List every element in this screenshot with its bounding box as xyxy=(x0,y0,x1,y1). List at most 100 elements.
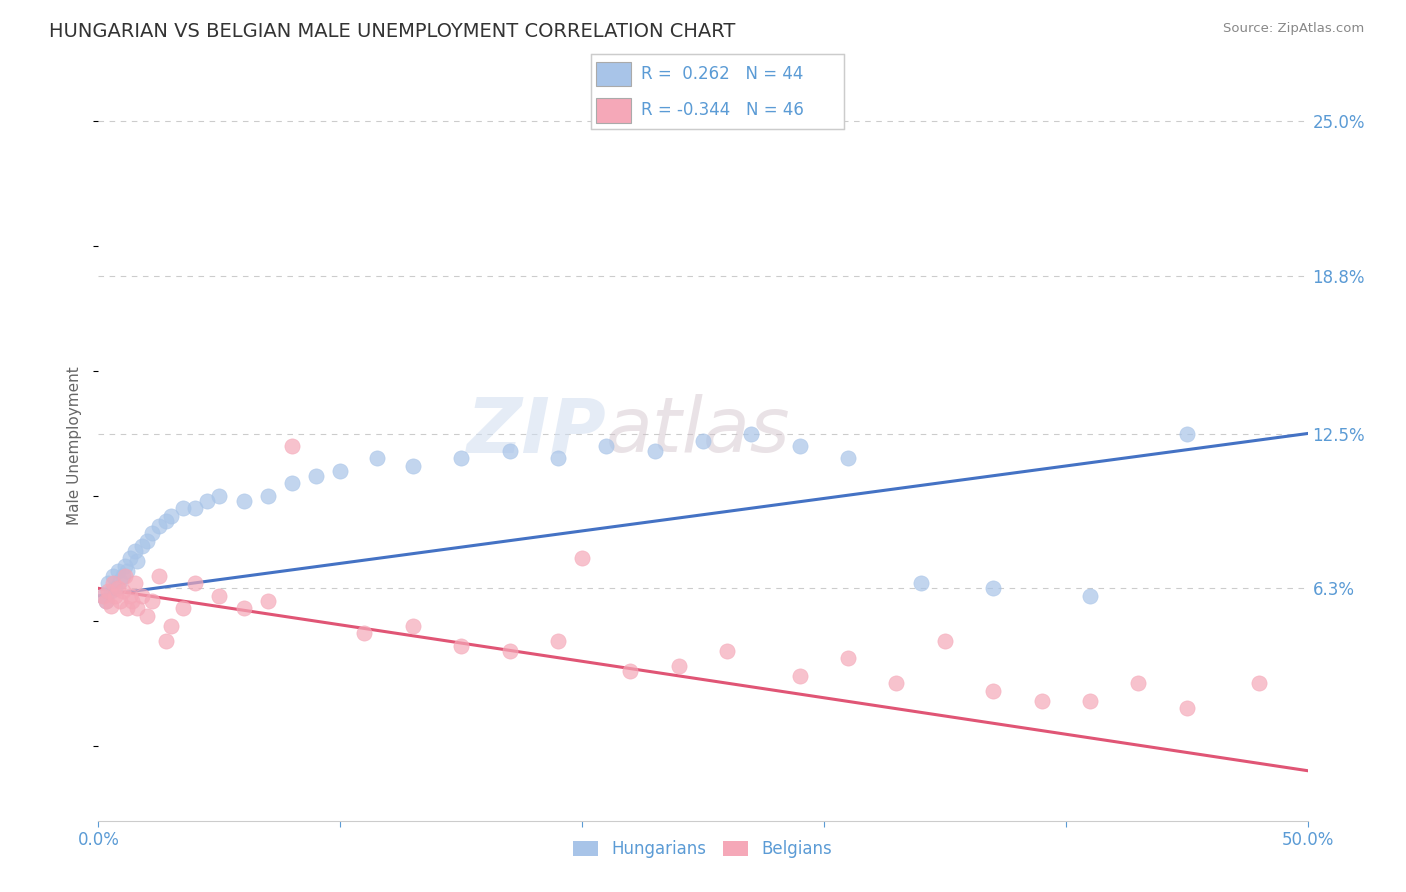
Point xyxy=(1078,589,1101,603)
Point xyxy=(910,576,932,591)
Point xyxy=(155,514,177,528)
Point xyxy=(97,576,120,591)
Point xyxy=(101,569,124,583)
Text: atlas: atlas xyxy=(606,394,790,468)
Point xyxy=(789,669,811,683)
Point xyxy=(108,574,131,588)
Point xyxy=(127,601,149,615)
Text: R = -0.344   N = 46: R = -0.344 N = 46 xyxy=(641,102,804,120)
Point xyxy=(100,583,122,598)
Point xyxy=(547,451,569,466)
Text: ZIP: ZIP xyxy=(467,394,606,468)
Point xyxy=(172,501,194,516)
Point xyxy=(644,444,666,458)
Point xyxy=(692,434,714,448)
Point xyxy=(107,582,129,596)
Point xyxy=(232,494,254,508)
Point xyxy=(104,589,127,603)
Point xyxy=(789,439,811,453)
Point xyxy=(619,664,641,678)
Point xyxy=(121,594,143,608)
Point xyxy=(108,594,131,608)
Text: HUNGARIAN VS BELGIAN MALE UNEMPLOYMENT CORRELATION CHART: HUNGARIAN VS BELGIAN MALE UNEMPLOYMENT C… xyxy=(49,22,735,41)
Text: R =  0.262   N = 44: R = 0.262 N = 44 xyxy=(641,65,803,83)
Point xyxy=(131,539,153,553)
Point xyxy=(107,564,129,578)
Point xyxy=(402,619,425,633)
Point xyxy=(117,601,139,615)
Point xyxy=(141,526,163,541)
Point xyxy=(117,564,139,578)
Point xyxy=(1078,694,1101,708)
Point xyxy=(837,451,859,466)
Point xyxy=(100,599,122,613)
Text: Source: ZipAtlas.com: Source: ZipAtlas.com xyxy=(1223,22,1364,36)
Point xyxy=(595,439,617,453)
Point xyxy=(668,658,690,673)
Point xyxy=(402,458,425,473)
Point xyxy=(450,639,472,653)
Point xyxy=(184,501,207,516)
FancyBboxPatch shape xyxy=(596,98,631,122)
Point xyxy=(329,464,352,478)
Point xyxy=(256,489,278,503)
Point xyxy=(837,651,859,665)
Point xyxy=(934,633,956,648)
Point xyxy=(135,608,157,623)
Point xyxy=(91,589,114,603)
Point xyxy=(981,582,1004,596)
Point xyxy=(740,426,762,441)
Point xyxy=(366,451,388,466)
Point xyxy=(118,589,141,603)
Point xyxy=(184,576,207,591)
Point xyxy=(1128,676,1150,690)
Point xyxy=(450,451,472,466)
Point xyxy=(124,576,146,591)
Point xyxy=(256,594,278,608)
Point xyxy=(94,594,117,608)
Point xyxy=(97,583,120,598)
Point xyxy=(148,519,170,533)
Point xyxy=(160,508,183,523)
Point xyxy=(118,551,141,566)
Point xyxy=(160,619,183,633)
Point xyxy=(141,594,163,608)
Point xyxy=(232,601,254,615)
Point xyxy=(114,558,136,573)
Point xyxy=(305,469,328,483)
Point xyxy=(1249,676,1271,690)
Point xyxy=(155,633,177,648)
Legend: Hungarians, Belgians: Hungarians, Belgians xyxy=(567,833,839,864)
Point xyxy=(131,589,153,603)
Point xyxy=(111,583,134,598)
Y-axis label: Male Unemployment: Male Unemployment xyxy=(67,367,83,525)
Point xyxy=(148,569,170,583)
Point xyxy=(124,544,146,558)
FancyBboxPatch shape xyxy=(596,62,631,87)
Point xyxy=(498,644,520,658)
Point xyxy=(91,589,114,603)
Point xyxy=(981,683,1004,698)
Point xyxy=(498,444,520,458)
Point xyxy=(1031,694,1053,708)
Point xyxy=(571,551,593,566)
Point xyxy=(281,476,304,491)
Point xyxy=(114,569,136,583)
Point xyxy=(111,569,134,583)
Point xyxy=(547,633,569,648)
Point xyxy=(886,676,908,690)
Point xyxy=(94,594,117,608)
Point xyxy=(353,626,375,640)
Point xyxy=(172,601,194,615)
Point xyxy=(281,439,304,453)
Point xyxy=(195,494,218,508)
Point xyxy=(1175,426,1198,441)
Point xyxy=(104,582,127,596)
Point xyxy=(135,533,157,548)
Point xyxy=(208,489,231,503)
Point xyxy=(208,589,231,603)
Point xyxy=(716,644,738,658)
Point xyxy=(1175,701,1198,715)
Point xyxy=(127,554,149,568)
Point xyxy=(101,576,124,591)
